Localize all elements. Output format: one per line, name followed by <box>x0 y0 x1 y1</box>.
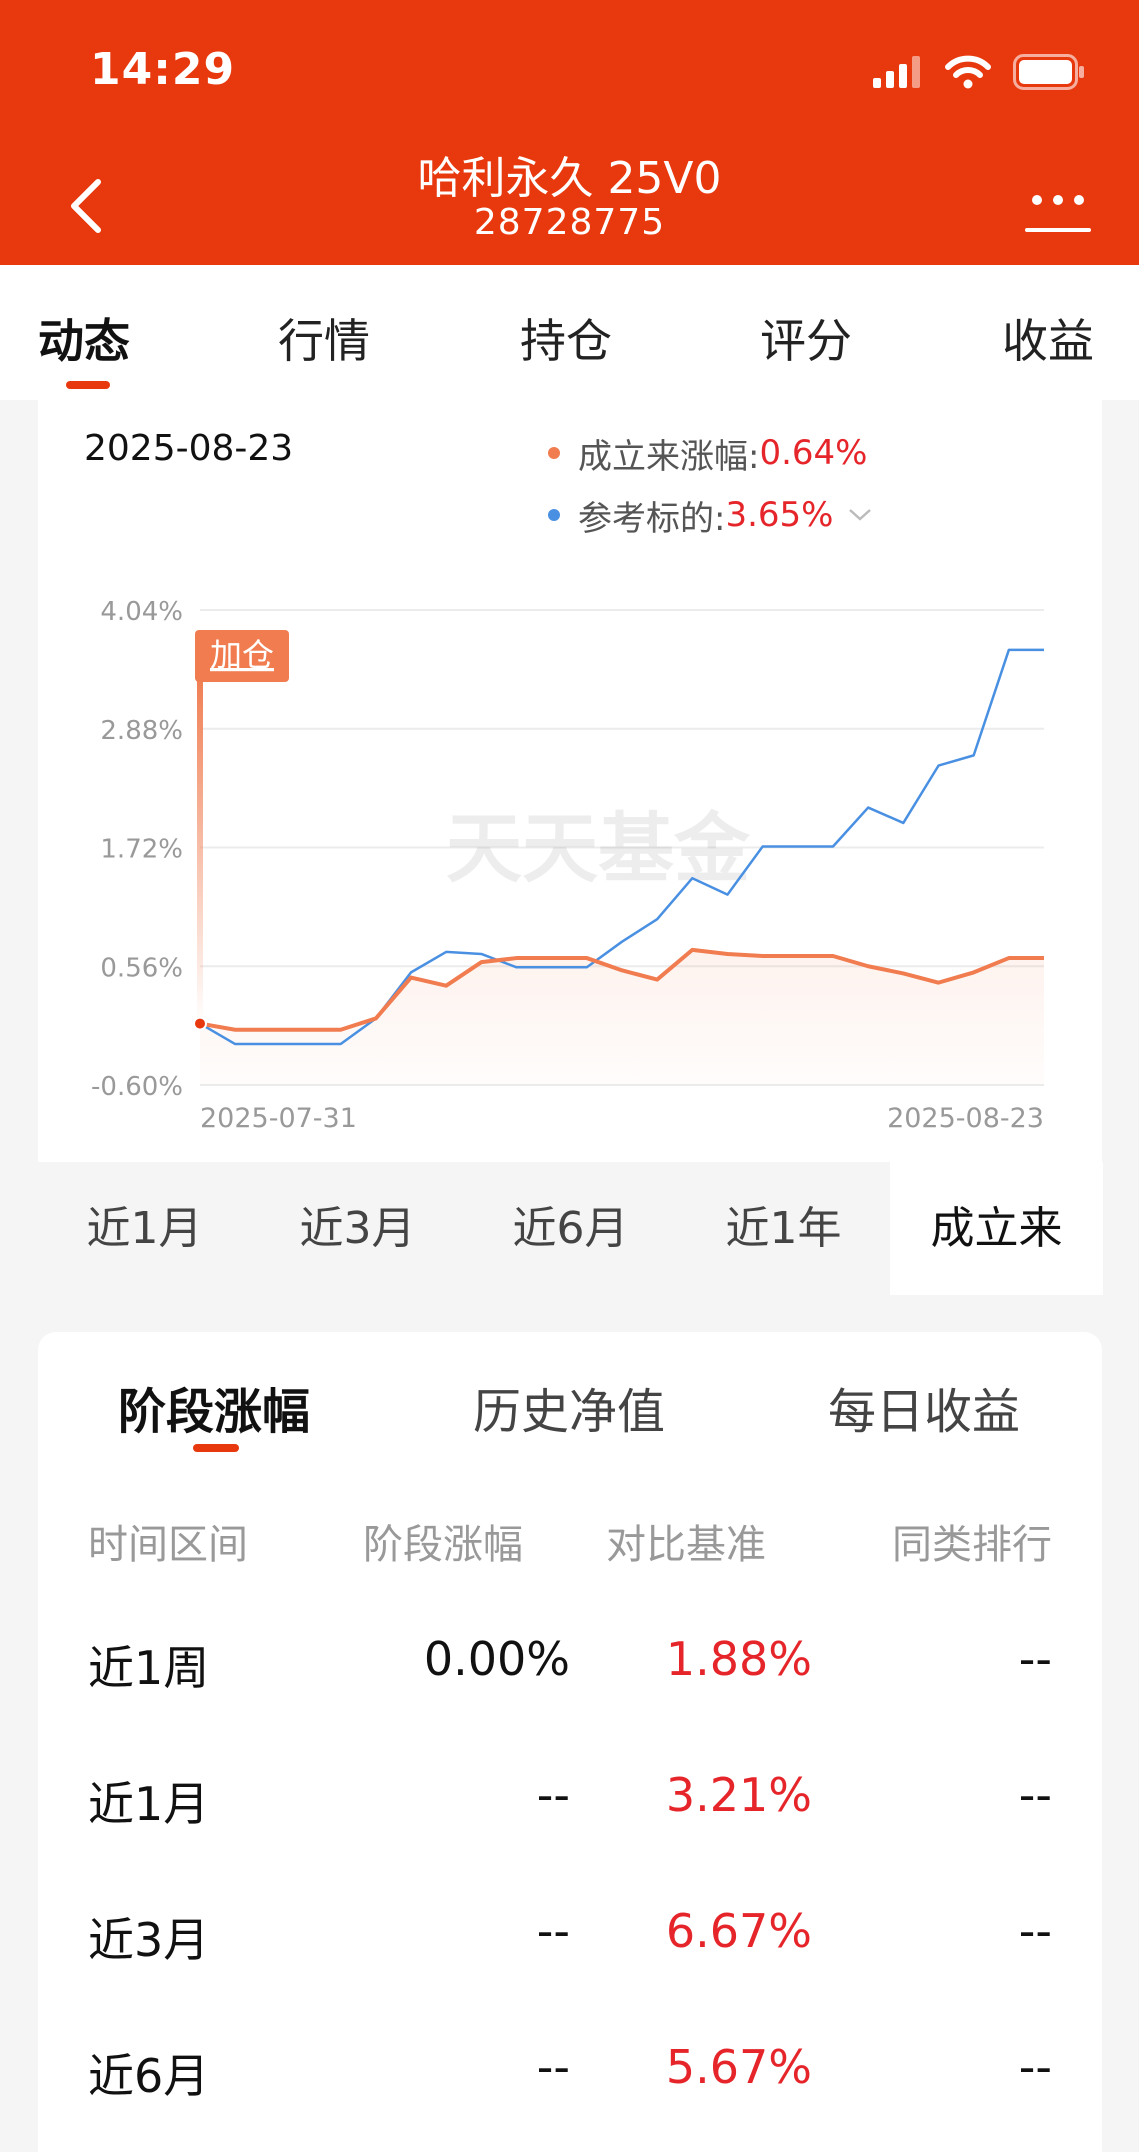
range-since-inception[interactable]: 成立来 <box>890 1162 1103 1295</box>
performance-card: 阶段涨幅 历史净值 每日收益 时间区间 阶段涨幅 对比基准 同类排行 近1周 0… <box>38 1332 1102 2152</box>
row-return: -- <box>537 2040 570 2094</box>
buy-marker-label: 加仓 <box>210 636 274 674</box>
tab-daily-return[interactable]: 每日收益 <box>828 1372 1020 1442</box>
y-tick-label: 1.72% <box>100 835 183 865</box>
table-row: 近1周 0.00% 1.88% -- <box>38 1594 1102 1730</box>
row-benchmark: 5.67% <box>666 2040 812 2094</box>
x-tick-label: 2025-08-23 <box>887 1103 1044 1134</box>
watermark: 天天基金 <box>446 804 751 893</box>
row-benchmark: 6.67% <box>666 1904 812 1958</box>
row-return: 0.00% <box>424 1632 570 1686</box>
tab-period-return[interactable]: 阶段涨幅 <box>118 1372 310 1442</box>
tab-holdings[interactable]: 持仓 <box>520 305 612 371</box>
legend-fund-dot <box>548 447 560 459</box>
chart-date: 2025-08-23 <box>84 428 293 469</box>
perf-tab-indicator <box>193 1444 239 1452</box>
legend-fund: 成立来涨幅: 0.64% <box>548 422 873 484</box>
chevron-down-icon[interactable] <box>847 506 873 524</box>
header-benchmark: 对比基准 <box>606 1512 766 1570</box>
row-rank: -- <box>1019 1768 1052 1822</box>
y-tick-label: 0.56% <box>100 953 183 983</box>
legend-benchmark-label: 参考标的: <box>578 491 725 540</box>
legend-benchmark-dot <box>548 509 560 521</box>
status-time: 14:29 <box>90 44 235 95</box>
more-icon[interactable] <box>1025 188 1091 238</box>
table-row: 近1月 -- 3.21% -- <box>38 1730 1102 1866</box>
header-period: 时间区间 <box>88 1512 248 1570</box>
row-period: 近1周 <box>88 1632 209 1698</box>
header-rank: 同类排行 <box>892 1512 1052 1570</box>
chart-card: 2025-08-23 成立来涨幅: 0.64% 参考标的: 3.65% 4.04… <box>38 400 1102 1295</box>
status-icons <box>873 52 1085 92</box>
range-1y[interactable]: 近1年 <box>677 1162 890 1295</box>
main-tabs: 动态 行情 持仓 评分 收益 <box>0 265 1139 400</box>
range-selector: 近1月 近3月 近6月 近1年 成立来 <box>38 1162 1102 1295</box>
row-benchmark: 3.21% <box>666 1768 812 1822</box>
range-6m[interactable]: 近6月 <box>464 1162 677 1295</box>
app-header: 14:29 哈利永久 25V0 28728775 <box>0 0 1139 265</box>
battery-icon <box>1013 54 1085 90</box>
row-period: 近3月 <box>88 1904 209 1970</box>
buy-marker-line <box>197 672 203 1024</box>
table-row: 近6月 -- 5.67% -- <box>38 2002 1102 2138</box>
tab-rating[interactable]: 评分 <box>760 305 852 371</box>
range-1m[interactable]: 近1月 <box>38 1162 251 1295</box>
legend-benchmark-value: 3.65% <box>725 495 833 535</box>
y-tick-label: 2.88% <box>100 716 183 746</box>
row-benchmark: 1.88% <box>666 1632 812 1686</box>
row-return: -- <box>537 1904 570 1958</box>
fund-code: 28728775 <box>0 202 1139 243</box>
table-row: 近3月 -- 6.67% -- <box>38 1866 1102 2002</box>
tab-returns[interactable]: 收益 <box>1002 305 1094 371</box>
header-return: 阶段涨幅 <box>363 1512 523 1570</box>
tab-market[interactable]: 行情 <box>278 305 370 371</box>
row-period: 近6月 <box>88 2040 209 2106</box>
tab-dynamic[interactable]: 动态 <box>38 305 130 371</box>
wifi-icon <box>945 55 991 89</box>
range-3m[interactable]: 近3月 <box>251 1162 464 1295</box>
x-tick-label: 2025-07-31 <box>200 1103 357 1134</box>
legend-fund-value: 0.64% <box>759 433 867 473</box>
line-chart[interactable]: 4.04% 2.88% 1.72% 0.56% -0.60% 2025-07-31 2025… <box>38 560 1102 1160</box>
row-rank: -- <box>1019 2040 1052 2094</box>
y-tick-label: -0.60% <box>91 1072 183 1102</box>
tab-history-nav[interactable]: 历史净值 <box>473 1372 665 1442</box>
y-tick-label: 4.04% <box>100 597 183 627</box>
legend-fund-label: 成立来涨幅: <box>578 429 759 478</box>
signal-icon <box>873 56 923 88</box>
fund-title: 哈利永久 25V0 <box>0 142 1139 206</box>
row-return: -- <box>537 1768 570 1822</box>
start-point <box>194 1018 206 1030</box>
row-rank: -- <box>1019 1904 1052 1958</box>
tab-indicator <box>66 381 110 389</box>
chart-legend: 成立来涨幅: 0.64% 参考标的: 3.65% <box>548 422 873 546</box>
legend-benchmark[interactable]: 参考标的: 3.65% <box>548 484 873 546</box>
row-period: 近1月 <box>88 1768 209 1834</box>
row-rank: -- <box>1019 1632 1052 1686</box>
